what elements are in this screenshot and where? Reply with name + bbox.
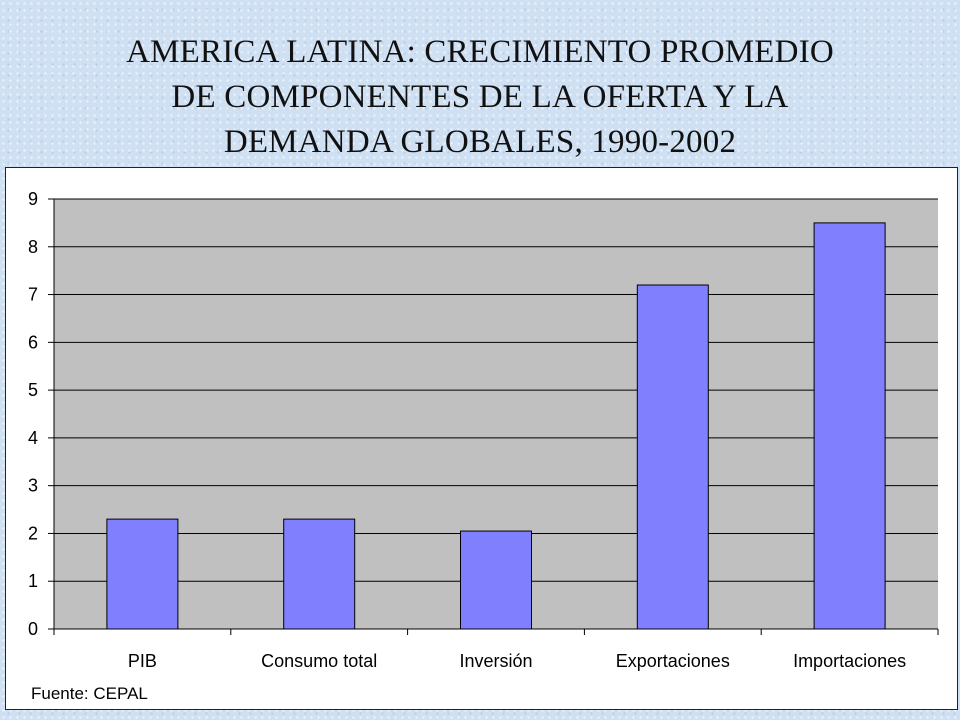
- y-tick-label: 3: [28, 476, 38, 496]
- bar: [283, 518, 356, 630]
- y-tick-label: 6: [28, 332, 38, 352]
- title-line-2: DE COMPONENTES DE LA OFERTA Y LA: [171, 79, 789, 115]
- slide-title: AMERICA LATINA: CRECIMIENTO PROMEDIO DE …: [40, 30, 920, 165]
- y-tick-label: 4: [28, 428, 38, 448]
- y-tick-label: 5: [28, 380, 38, 400]
- x-axis-ticks: PIB Consumo total Inversión Exportaciones Im…: [53, 629, 939, 671]
- axes: [53, 199, 938, 630]
- y-tick-label: 1: [28, 571, 38, 591]
- bar: [460, 530, 532, 630]
- y-tick-label: 2: [28, 523, 38, 543]
- source-note: Fuente: CEPAL: [31, 684, 148, 703]
- y-axis-ticks: 0 1 2 3 4 5 6 7 8 9: [28, 189, 54, 639]
- title-line-3: DEMANDA GLOBALES, 1990-2002: [223, 124, 737, 160]
- bars: [106, 222, 886, 630]
- bar: [106, 518, 179, 630]
- x-tick-label: Consumo total: [261, 651, 377, 671]
- y-tick-label: 7: [28, 285, 38, 305]
- bar: [636, 284, 709, 630]
- x-tick-label: Exportaciones: [616, 651, 730, 671]
- bar: [813, 222, 886, 630]
- gridlines: [54, 198, 938, 582]
- title-line-1: AMERICA LATINA: CRECIMIENTO PROMEDIO: [126, 34, 834, 70]
- x-tick-label: Importaciones: [793, 651, 906, 671]
- y-tick-label: 8: [28, 237, 38, 257]
- y-tick-label: 0: [28, 619, 38, 639]
- x-tick-label: PIB: [128, 651, 157, 671]
- y-tick-label: 9: [28, 189, 38, 209]
- x-tick-label: Inversión: [459, 651, 532, 671]
